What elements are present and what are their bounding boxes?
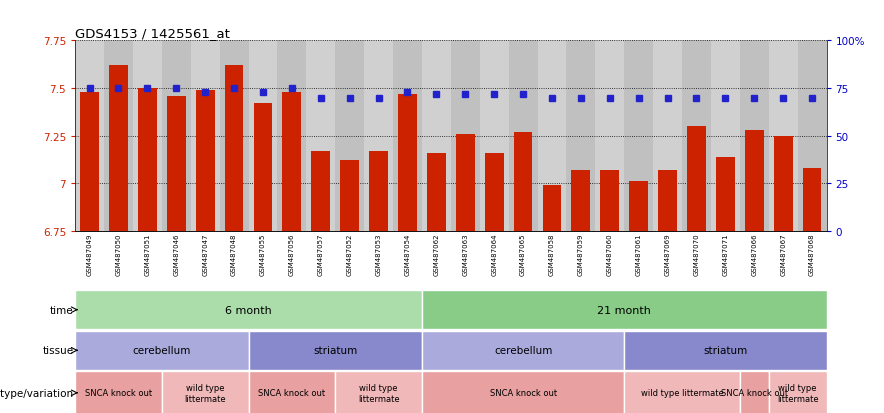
Bar: [167, 96, 186, 231]
Bar: [682, 41, 711, 231]
Bar: [629, 182, 648, 231]
Bar: [138, 89, 156, 231]
Bar: [769, 41, 797, 231]
Bar: [537, 41, 567, 231]
Bar: [451, 41, 480, 231]
Bar: [716, 157, 735, 231]
Text: wild type
littermate: wild type littermate: [777, 383, 819, 403]
Text: striatum: striatum: [704, 345, 748, 356]
Bar: [191, 41, 219, 231]
Bar: [740, 41, 769, 231]
Bar: [248, 41, 278, 231]
Bar: [769, 371, 827, 413]
Bar: [797, 41, 827, 231]
Bar: [624, 371, 740, 413]
Bar: [248, 371, 335, 413]
Bar: [104, 41, 133, 231]
Bar: [370, 152, 388, 231]
Bar: [311, 152, 331, 231]
Bar: [456, 134, 475, 231]
Text: striatum: striatum: [313, 345, 357, 356]
Bar: [427, 153, 446, 231]
Text: tissue: tissue: [42, 345, 73, 356]
Bar: [803, 169, 821, 231]
Bar: [75, 290, 422, 330]
Bar: [422, 290, 827, 330]
Text: 6 month: 6 month: [225, 305, 272, 315]
Text: SNCA knock out: SNCA knock out: [720, 388, 788, 397]
Bar: [283, 93, 301, 231]
Bar: [398, 95, 417, 231]
Bar: [740, 371, 769, 413]
Text: cerebellum: cerebellum: [494, 345, 552, 356]
Bar: [774, 136, 793, 231]
Bar: [340, 161, 359, 231]
Bar: [624, 41, 653, 231]
Bar: [745, 131, 764, 231]
Text: 21 month: 21 month: [598, 305, 652, 315]
Text: SNCA knock out: SNCA knock out: [258, 388, 325, 397]
Text: time: time: [50, 305, 73, 315]
Bar: [687, 127, 706, 231]
Text: wild type
littermate: wild type littermate: [185, 383, 226, 403]
Bar: [422, 41, 451, 231]
Text: wild type
littermate: wild type littermate: [358, 383, 400, 403]
Bar: [133, 41, 162, 231]
Bar: [659, 171, 677, 231]
Bar: [364, 41, 393, 231]
Bar: [484, 153, 504, 231]
Bar: [508, 41, 537, 231]
Bar: [75, 331, 248, 370]
Bar: [711, 41, 740, 231]
Bar: [278, 41, 307, 231]
Bar: [162, 41, 191, 231]
Bar: [109, 66, 128, 231]
Text: wild type littermate: wild type littermate: [641, 388, 723, 397]
Text: cerebellum: cerebellum: [133, 345, 191, 356]
Bar: [393, 41, 422, 231]
Bar: [653, 41, 682, 231]
Text: GDS4153 / 1425561_at: GDS4153 / 1425561_at: [75, 27, 230, 40]
Bar: [422, 331, 624, 370]
Bar: [543, 186, 561, 231]
Bar: [80, 93, 99, 231]
Text: SNCA knock out: SNCA knock out: [85, 388, 152, 397]
Bar: [75, 371, 162, 413]
Bar: [600, 171, 619, 231]
Bar: [595, 41, 624, 231]
Bar: [514, 133, 532, 231]
Bar: [307, 41, 335, 231]
Bar: [422, 371, 624, 413]
Text: SNCA knock out: SNCA knock out: [490, 388, 557, 397]
Bar: [571, 171, 591, 231]
Bar: [162, 371, 248, 413]
Bar: [480, 41, 508, 231]
Bar: [195, 91, 215, 231]
Bar: [624, 331, 827, 370]
Bar: [567, 41, 595, 231]
Bar: [75, 41, 104, 231]
Bar: [254, 104, 272, 231]
Text: genotype/variation: genotype/variation: [0, 388, 73, 398]
Bar: [335, 41, 364, 231]
Bar: [335, 371, 422, 413]
Bar: [248, 331, 422, 370]
Bar: [225, 66, 243, 231]
Bar: [219, 41, 248, 231]
